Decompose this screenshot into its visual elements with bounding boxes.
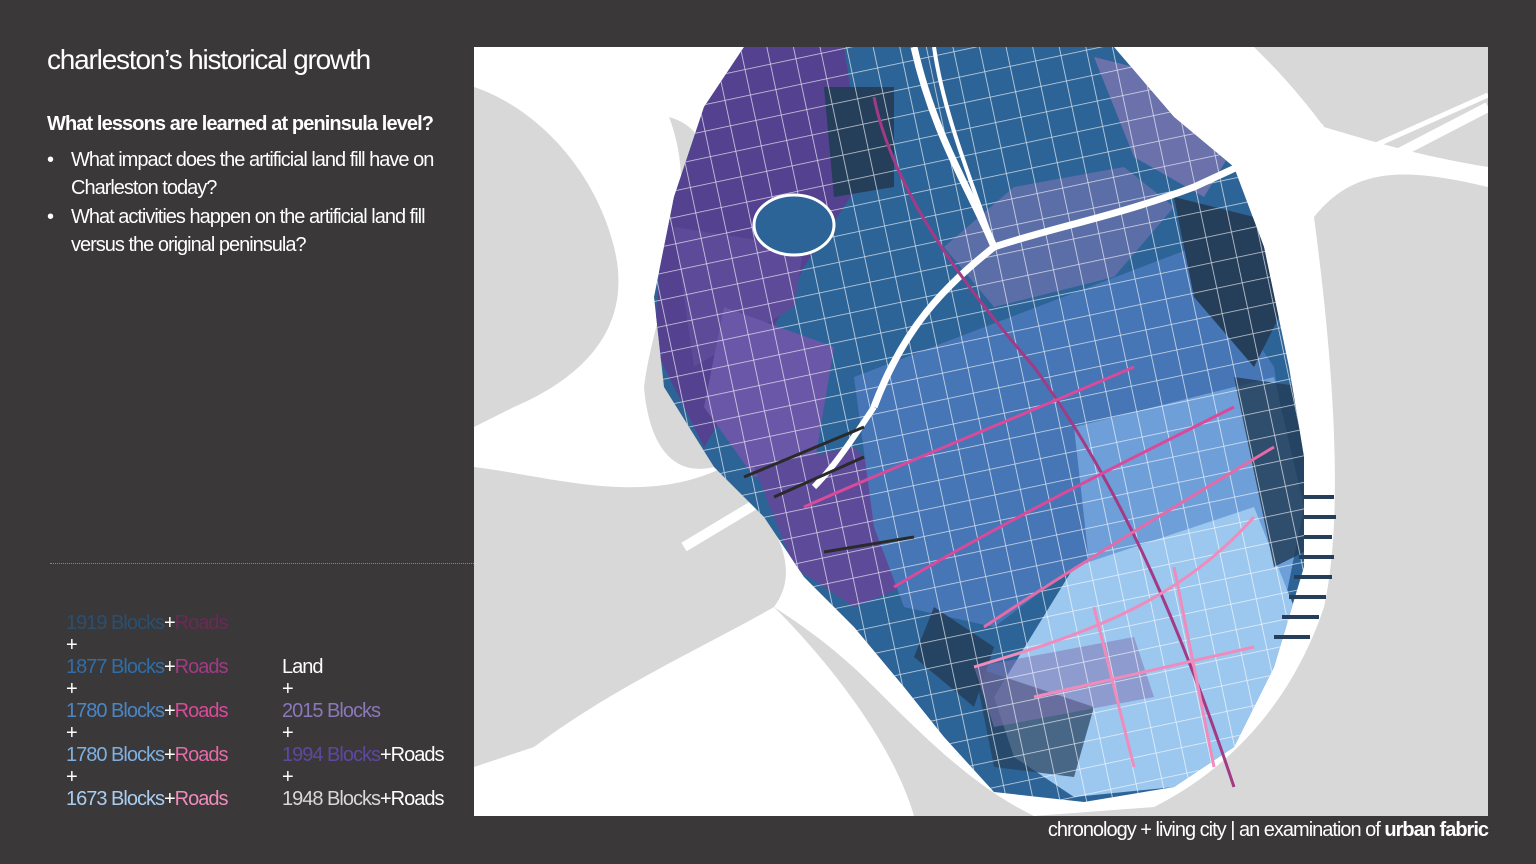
legend-item-2015: 2015 Blocks <box>282 700 443 722</box>
legend-blocks-label: 1673 Blocks <box>66 788 165 810</box>
stadium <box>752 193 836 257</box>
legend-blocks-label: 1780 Blocks <box>66 744 165 766</box>
map-svg <box>474 47 1488 816</box>
legend-plus: + <box>163 656 176 678</box>
legend-plus: + <box>163 612 176 634</box>
legend-plus-row: + <box>66 678 78 700</box>
footer-caption: chronology + living city | an examinatio… <box>1047 819 1489 842</box>
legend-roads-label: Roads <box>390 744 445 766</box>
footer-bold: urban fabric <box>1384 819 1489 841</box>
bullet-text: What impact does the artificial land fil… <box>71 149 434 199</box>
bullet-text: What activities happen on the artificial… <box>71 206 426 256</box>
legend-blocks-label: 1877 Blocks <box>66 656 165 678</box>
highways <box>811 47 1326 490</box>
footer-regular: chronology + living city | an examinatio… <box>1047 819 1385 841</box>
legend-plus-row: + <box>282 678 294 700</box>
legend-item-1877: 1877 Blocks+Roads <box>66 656 229 678</box>
legend-blocks-label: 1994 Blocks <box>282 744 381 766</box>
historic-roads <box>743 96 1275 788</box>
bullet-item: • What impact does the artificial land f… <box>47 146 457 202</box>
legend-roads-label: Roads <box>174 744 229 766</box>
wharves <box>1274 495 1336 639</box>
question-heading: What lessons are learned at peninsula le… <box>47 113 434 135</box>
legend-plus: + <box>379 744 392 766</box>
legend-plus-row: + <box>282 722 294 744</box>
legend-blocks-label: 2015 Blocks <box>282 700 381 722</box>
bullet-item: • What activities happen on the artifici… <box>47 203 457 259</box>
legend-blocks-label: 1919 Blocks <box>66 612 165 634</box>
page-title: charleston’s historical growth <box>47 44 371 75</box>
legend-roads-label: Roads <box>174 788 229 810</box>
legend-plus: + <box>379 788 392 810</box>
legend-land: Land + 2015 Blocks + 1994 Blocks+Roads +… <box>282 656 445 810</box>
legend-item-1919: 1919 Blocks+Roads <box>66 612 229 634</box>
legend-plus: + <box>163 744 176 766</box>
legend-roads-label: Roads <box>174 700 229 722</box>
legend-land-label: Land <box>282 656 324 678</box>
peninsula-map[interactable] <box>474 47 1488 816</box>
legend-roads-label: Roads <box>174 612 229 634</box>
dotted-divider <box>50 563 474 564</box>
legend-plus-row: + <box>66 722 78 744</box>
legend-blocks-label: 1948 Blocks <box>282 788 381 810</box>
legend-plus-row: + <box>66 766 78 788</box>
legend-plus: + <box>163 788 176 810</box>
legend-roads-label: Roads <box>174 656 229 678</box>
legend-item-1673: 1673 Blocks+Roads <box>66 788 229 810</box>
legend-item-1948: 1948 Blocks+Roads <box>282 788 445 810</box>
legend-blocks-label: 1780 Blocks <box>66 700 165 722</box>
legend-item-1780b: 1780 Blocks+Roads <box>66 744 229 766</box>
question-list: • What impact does the artificial land f… <box>47 146 457 260</box>
legend-blocks-roads: 1919 Blocks+Roads + 1877 Blocks+Roads + … <box>66 612 229 810</box>
legend-plus-row: + <box>66 634 78 656</box>
legend-roads-label: Roads <box>390 788 445 810</box>
legend-plus-row: + <box>282 766 294 788</box>
legend-item-1780a: 1780 Blocks+Roads <box>66 700 229 722</box>
legend-plus: + <box>163 700 176 722</box>
bullet-dot: • <box>47 206 54 228</box>
legend-item-1994: 1994 Blocks+Roads <box>282 744 445 766</box>
bullet-dot: • <box>47 149 54 171</box>
